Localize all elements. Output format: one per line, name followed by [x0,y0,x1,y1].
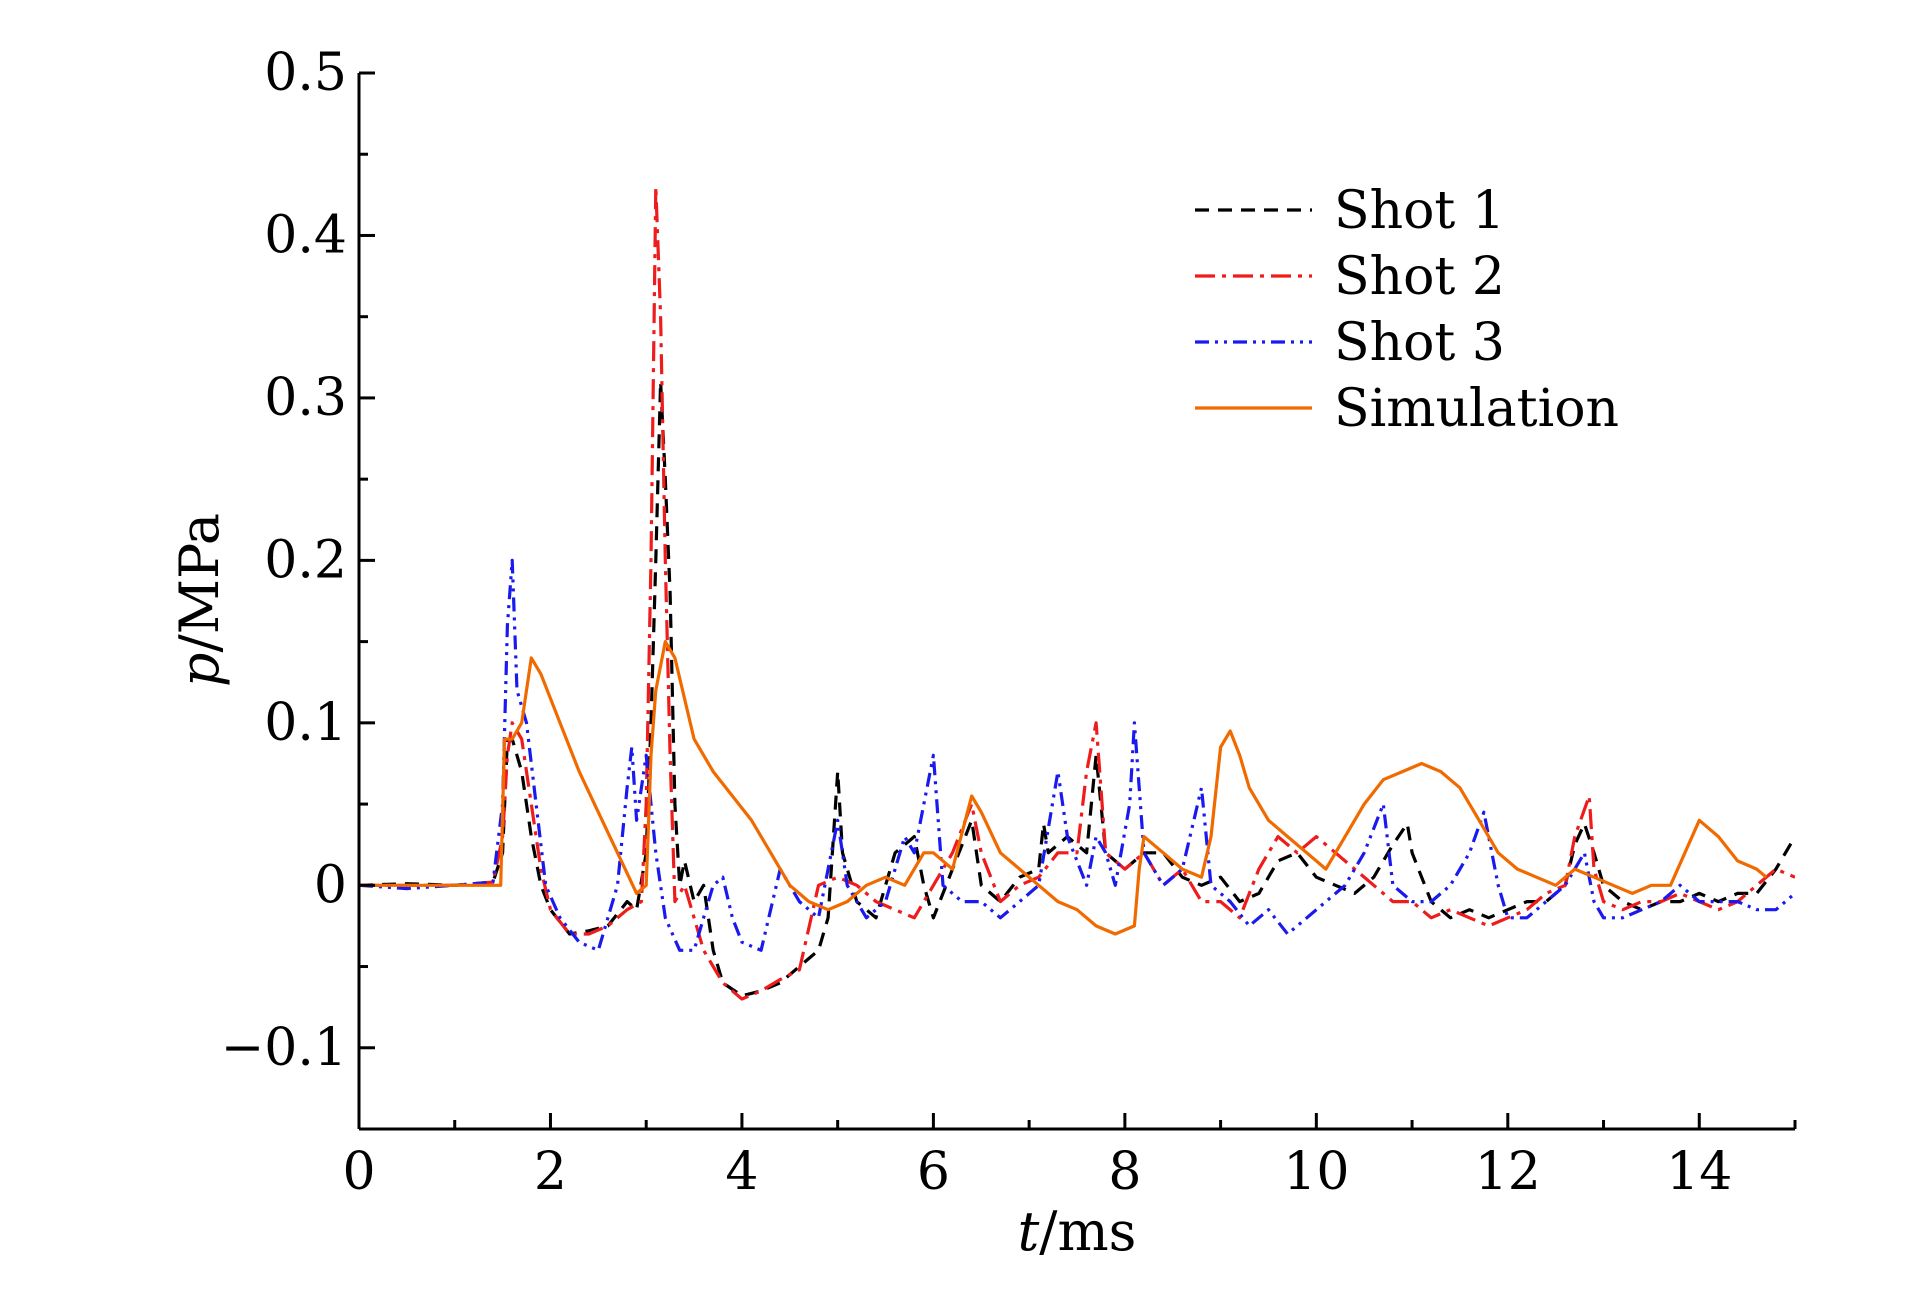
x-tick-label: 10 [1283,1142,1349,1202]
series-line-shot-2 [359,185,1795,1001]
x-tick-label: 2 [534,1142,567,1202]
x-axis-title: t/ms [1018,1200,1137,1263]
y-tick-label: 0 [314,855,347,915]
axes [357,73,1795,1131]
legend-label: Shot 1 [1334,181,1505,241]
y-axis-title: p/MPa [168,513,231,687]
series-line-shot-1 [359,380,1795,998]
x-tick-label: 12 [1475,1142,1541,1202]
x-tick-label: 8 [1108,1142,1141,1202]
series-layer [359,185,1795,1001]
y-tick-label: 0.5 [264,43,347,103]
y-tick-label: −0.1 [221,1018,347,1078]
series-line-simulation [359,640,1768,936]
x-tick-label: 6 [917,1142,950,1202]
y-tick-label: 0.4 [264,205,347,265]
series-line-shot-3 [359,558,1795,952]
tick-marks [357,71,1797,1131]
tick-labels: 0 2 4 6 8 10 12 14 −0.1 0 0.1 0.2 0.3 0.4 0.5 [221,43,1733,1202]
y-tick-label: 0.3 [264,368,347,428]
x-tick-label: 0 [342,1142,375,1202]
y-tick-label: 0.1 [264,693,347,753]
x-tick-label: 4 [725,1142,758,1202]
y-tick-label: 0.2 [264,530,347,590]
legend-label: Simulation [1334,379,1619,439]
legend-label: Shot 2 [1334,247,1505,307]
x-tick-label: 14 [1666,1142,1732,1202]
legend-label: Shot 3 [1334,313,1505,373]
